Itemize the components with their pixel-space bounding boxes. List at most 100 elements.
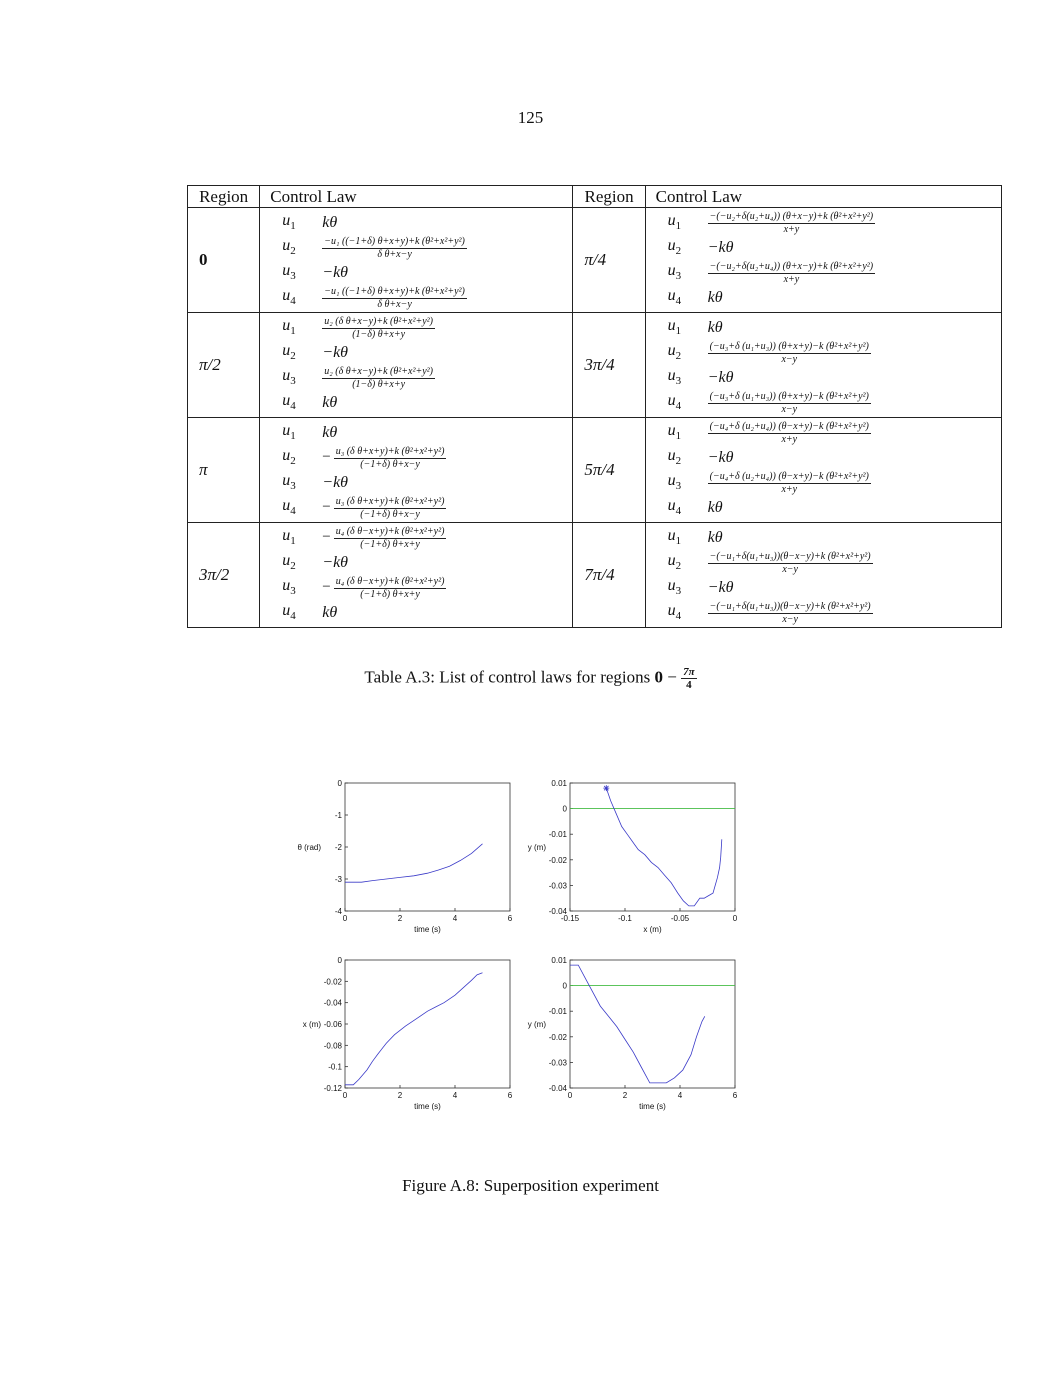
- control-law-expression: kθ: [322, 393, 338, 411]
- table-caption-region-start: 0: [654, 667, 664, 687]
- control-input-label: u2: [282, 342, 296, 363]
- fraction-numerator: (−u₃+δ (u₁+u₃)) (θ+x+y)−k (θ²+x²+y²): [707, 340, 871, 354]
- control-law-fraction: u₃ (δ θ+x+y)+k (θ²+x²+y²) (−1+δ) θ+x−y: [333, 496, 447, 520]
- control-law-fraction: −(−u₁+δ(u₁+u₃))(θ−x−y)+k (θ²+x²+y²) x−y: [707, 601, 873, 625]
- fraction-numerator: u₄ (δ θ−x+y)+k (θ²+x²+y²): [333, 525, 447, 539]
- y-tick-label: -3: [335, 875, 343, 884]
- y-tick-label: -0.04: [549, 1084, 568, 1093]
- control-law-expression: kθ: [707, 318, 723, 336]
- control-input-index: 3: [290, 585, 296, 598]
- fraction-numerator: −(−u₂+δ(u₂+u₄)) (θ+x−y)+k (θ²+x²+y²): [707, 260, 876, 274]
- region-cell: 7π/4: [572, 522, 646, 628]
- control-law-line: u3 −kθ: [668, 575, 1001, 600]
- x-tick-label: -0.05: [671, 914, 690, 923]
- control-input-label: u3: [282, 577, 296, 598]
- x-tick-label: -0.1: [618, 914, 632, 923]
- control-law-line: u4 kθ: [668, 495, 1001, 520]
- control-input-label: u1: [667, 527, 682, 548]
- control-input-label: u3: [667, 472, 682, 493]
- control-input-index: 3: [675, 480, 682, 493]
- control-input-label: u4: [282, 287, 296, 308]
- control-law-line: u2 −kθ: [668, 445, 1001, 470]
- plot-y-vs-x: 0.01 0 -0.01 -0.02 -0.03 -0.04-0.15 -0.1 -0.05 0…: [528, 779, 738, 934]
- table-row: 0 u1 kθ u2 −u₁ ((−1+δ) θ+x+y)+k (θ²+x²+y²) δ …: [186, 207, 1003, 313]
- control-law-expression: −kθ: [322, 263, 349, 281]
- y-tick-label: -2: [335, 843, 343, 852]
- control-input-label: u4: [282, 392, 296, 413]
- control-law-line: u2 −kθ: [282, 550, 572, 575]
- header-region-left: Region: [186, 185, 261, 208]
- y-tick-label: -1: [335, 811, 343, 820]
- y-tick-label: 0: [338, 956, 343, 965]
- table-row: 3π/2 u1− u₄ (δ θ−x+y)+k (θ²+x²+y²) (−1+δ) θ…: [186, 522, 1003, 628]
- fraction-numerator: u₂ (δ θ+x−y)+k (θ²+x²+y²): [322, 315, 435, 329]
- control-law-cell: u1− u₄ (δ θ−x+y)+k (θ²+x²+y²) (−1+δ) θ+x+y…: [259, 522, 574, 628]
- region-cell: π/4: [572, 207, 646, 313]
- control-input-index: 1: [675, 535, 682, 548]
- control-law-expression: −kθ: [322, 553, 349, 571]
- control-law-line: u2 −kθ: [282, 340, 572, 365]
- table-caption-text: Table A.3: List of control laws for regi…: [364, 667, 655, 687]
- control-law-fraction: (−u₃+δ (u₁+u₃)) (θ+x+y)−k (θ²+x²+y²) x−y: [707, 391, 871, 415]
- header-control-law-right: Control Law: [644, 185, 1003, 208]
- control-law-cell: u1 (−u₄+δ (u₂+u₄)) (θ−x+y)−k (θ²+x²+y²) x+…: [644, 417, 1003, 523]
- fraction-denominator: 4: [686, 679, 692, 691]
- control-law-line: u1 kθ: [668, 525, 1001, 550]
- fraction-denominator: δ θ+x−y: [377, 298, 412, 310]
- control-law-cell: u1 u₂ (δ θ+x−y)+k (θ²+x²+y²) (1−δ) θ+x+y u2…: [259, 312, 574, 418]
- fraction-denominator: x−y: [782, 613, 798, 625]
- control-input-index: 1: [290, 535, 296, 548]
- control-input-index: 3: [290, 375, 296, 388]
- fraction-numerator: −(−u₂+δ(u₂+u₄)) (θ+x−y)+k (θ²+x²+y²): [707, 210, 876, 224]
- data-series-line: [605, 787, 723, 907]
- control-law-expression: −kθ: [707, 238, 734, 256]
- fraction-denominator: (1−δ) θ+x+y: [352, 378, 406, 390]
- page-number: 125: [517, 108, 544, 127]
- control-input-index: 1: [290, 220, 296, 233]
- fraction-denominator: x+y: [783, 273, 800, 285]
- y-tick-label: -0.08: [324, 1041, 343, 1050]
- y-tick-label: -0.02: [549, 1033, 568, 1042]
- y-tick-label: -0.03: [549, 881, 568, 890]
- control-input-label: u2: [667, 447, 682, 468]
- control-law-expression: kθ: [322, 213, 338, 231]
- control-law-line: u4 kθ: [282, 390, 572, 415]
- control-law-expression: kθ: [322, 423, 338, 441]
- fraction-denominator: (1−δ) θ+x+y: [352, 328, 406, 340]
- control-input-index: 4: [675, 295, 682, 308]
- x-tick-label: 4: [453, 1091, 458, 1100]
- control-input-index: 3: [675, 270, 682, 283]
- control-law-cell: u1 kθ u2 −(−u₁+δ(u₁+u₃))(θ−x−y)+k (θ²+x²+y²…: [644, 522, 1003, 628]
- plot-frame: [344, 959, 511, 1089]
- fraction-numerator: u₄ (δ θ−x+y)+k (θ²+x²+y²): [333, 575, 447, 589]
- control-input-index: 4: [290, 505, 296, 518]
- control-law-line: u1 kθ: [282, 420, 572, 445]
- control-law-fraction: (−u₄+δ (u₂+u₄)) (θ−x+y)−k (θ²+x²+y²) x+y: [707, 471, 871, 495]
- control-law-fraction: (−u₄+δ (u₂+u₄)) (θ−x+y)−k (θ²+x²+y²) x+y: [707, 421, 871, 445]
- table-header-row: Region Control Law Region Control Law: [186, 185, 1003, 208]
- region-cell: 5π/4: [572, 417, 646, 523]
- control-law-line: u4 (−u₃+δ (u₁+u₃)) (θ+x+y)−k (θ²+x²+y²) x−…: [668, 390, 1001, 415]
- y-axis-label: y (m): [528, 843, 547, 852]
- control-law-line: u4 −(−u₁+δ(u₁+u₃))(θ−x−y)+k (θ²+x²+y²) x−y: [668, 600, 1001, 625]
- x-axis-label: x (m): [643, 925, 662, 934]
- control-input-label: u3: [667, 367, 682, 388]
- fraction-numerator: u₃ (δ θ+x+y)+k (θ²+x²+y²): [333, 445, 447, 459]
- fraction-denominator: x+y: [781, 483, 798, 495]
- control-law-line: u4 − u₃ (δ θ+x+y)+k (θ²+x²+y²) (−1+δ) θ+x−y: [282, 495, 572, 520]
- control-law-cell: u1 −(−u₂+δ(u₂+u₄)) (θ+x−y)+k (θ²+x²+y²) x+…: [644, 207, 1003, 313]
- control-law-line: u3 −(−u₂+δ(u₂+u₄)) (θ+x−y)+k (θ²+x²+y²) x+…: [668, 260, 1001, 285]
- y-tick-label: -0.1: [328, 1063, 342, 1072]
- control-law-fraction: −(−u₂+δ(u₂+u₄)) (θ+x−y)+k (θ²+x²+y²) x+y: [707, 210, 876, 235]
- control-law-expression: kθ: [707, 288, 723, 306]
- control-input-label: u4: [667, 602, 682, 623]
- control-law-list: u1− u₄ (δ θ−x+y)+k (θ²+x²+y²) (−1+δ) θ+x+y…: [260, 524, 572, 626]
- table-row: π/2 u1 u₂ (δ θ+x−y)+k (θ²+x²+y²) (1−δ) θ+x+…: [186, 312, 1003, 418]
- control-law-line: u4 kθ: [668, 285, 1001, 310]
- y-tick-label: -0.03: [549, 1058, 568, 1067]
- control-law-line: u2 (−u₃+δ (u₁+u₃)) (θ+x+y)−k (θ²+x²+y²) x−…: [668, 340, 1001, 365]
- control-input-label: u1: [667, 317, 682, 338]
